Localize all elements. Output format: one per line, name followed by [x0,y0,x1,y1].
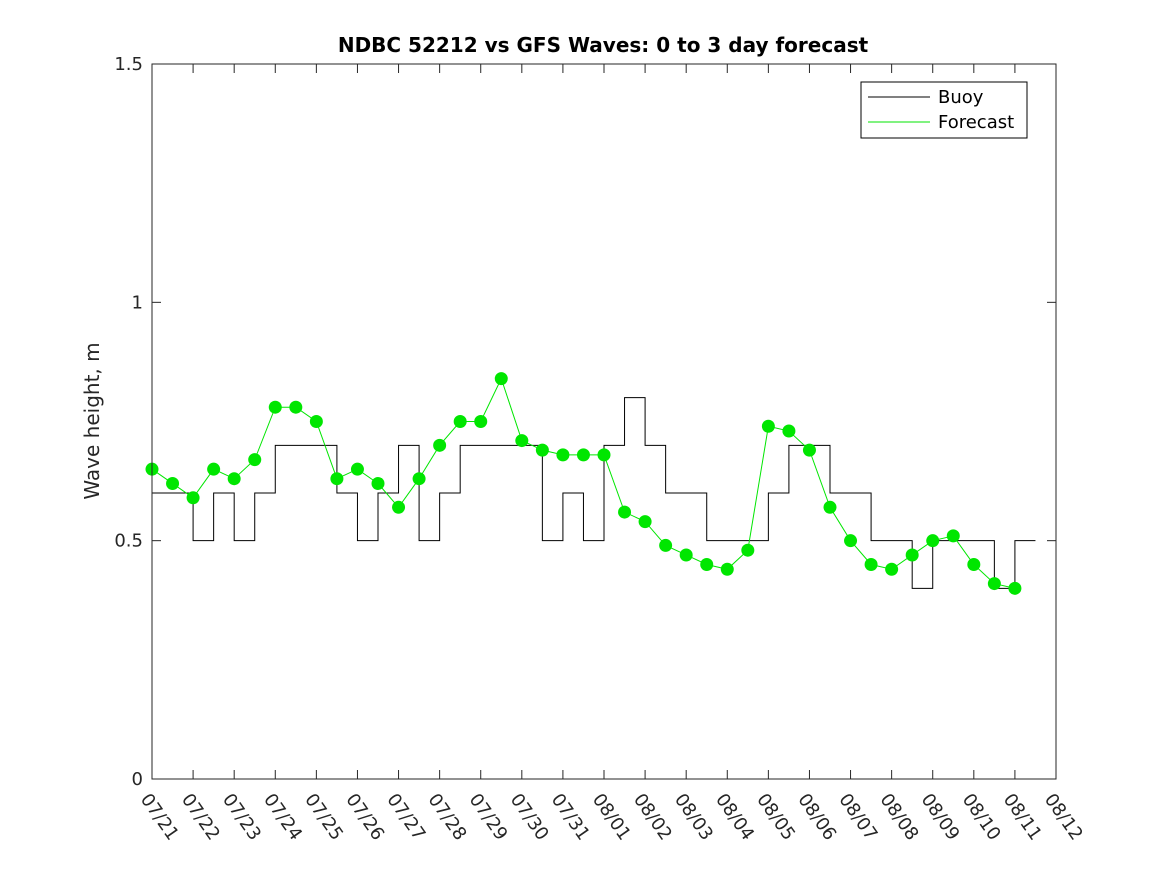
forecast-point [515,434,529,448]
forecast-point [720,562,734,576]
forecast-point [844,534,858,548]
legend-box [860,81,1028,139]
forecast-point [494,372,508,386]
forecast-point [967,558,981,571]
legend-forecast-label: Forecast [938,112,1014,133]
forecast-point [207,462,221,476]
forecast-point [412,472,426,486]
forecast-point [679,548,693,562]
forecast-point [576,448,590,462]
forecast-point [761,419,775,433]
forecast-point [659,538,673,552]
plot-area [152,64,1056,779]
y-tick-label: 0 [132,769,143,790]
forecast-point [392,500,406,514]
forecast-point [289,400,303,414]
forecast-point [1008,581,1022,595]
forecast-point [597,448,611,462]
legend: Buoy Forecast [860,81,1028,139]
forecast-point [309,415,323,428]
forecast-point [227,472,241,486]
forecast-point [638,515,652,529]
forecast-point [926,534,940,548]
forecast-point [248,453,262,467]
chart-title: NDBC 52212 vs GFS Waves: 0 to 3 day fore… [338,33,869,57]
forecast-point [556,448,570,462]
forecast-point [618,505,632,519]
y-tick-label: 1.5 [114,54,143,75]
forecast-point [433,438,447,452]
forecast-point [741,543,755,557]
forecast-point [823,500,837,514]
y-axis-label: Wave height, m [80,342,104,499]
y-tick-label: 1 [132,292,143,313]
forecast-point [474,415,488,428]
legend-buoy-label: Buoy [938,87,984,108]
forecast-point [885,562,899,576]
forecast-point [987,577,1001,591]
forecast-point [864,558,878,571]
forecast-point [535,443,549,457]
forecast-point [166,476,180,490]
forecast-point [700,558,714,571]
forecast-point [330,472,344,486]
forecast-point [268,400,282,414]
forecast-point [802,443,816,457]
forecast-point [905,548,919,562]
forecast-point [946,529,960,543]
forecast-point [453,415,467,428]
y-tick-label: 0.5 [114,531,143,552]
forecast-point [782,424,796,438]
forecast-point [371,476,385,490]
forecast-point [186,491,200,505]
forecast-point [350,462,364,476]
buoy-series-line [152,397,1036,589]
